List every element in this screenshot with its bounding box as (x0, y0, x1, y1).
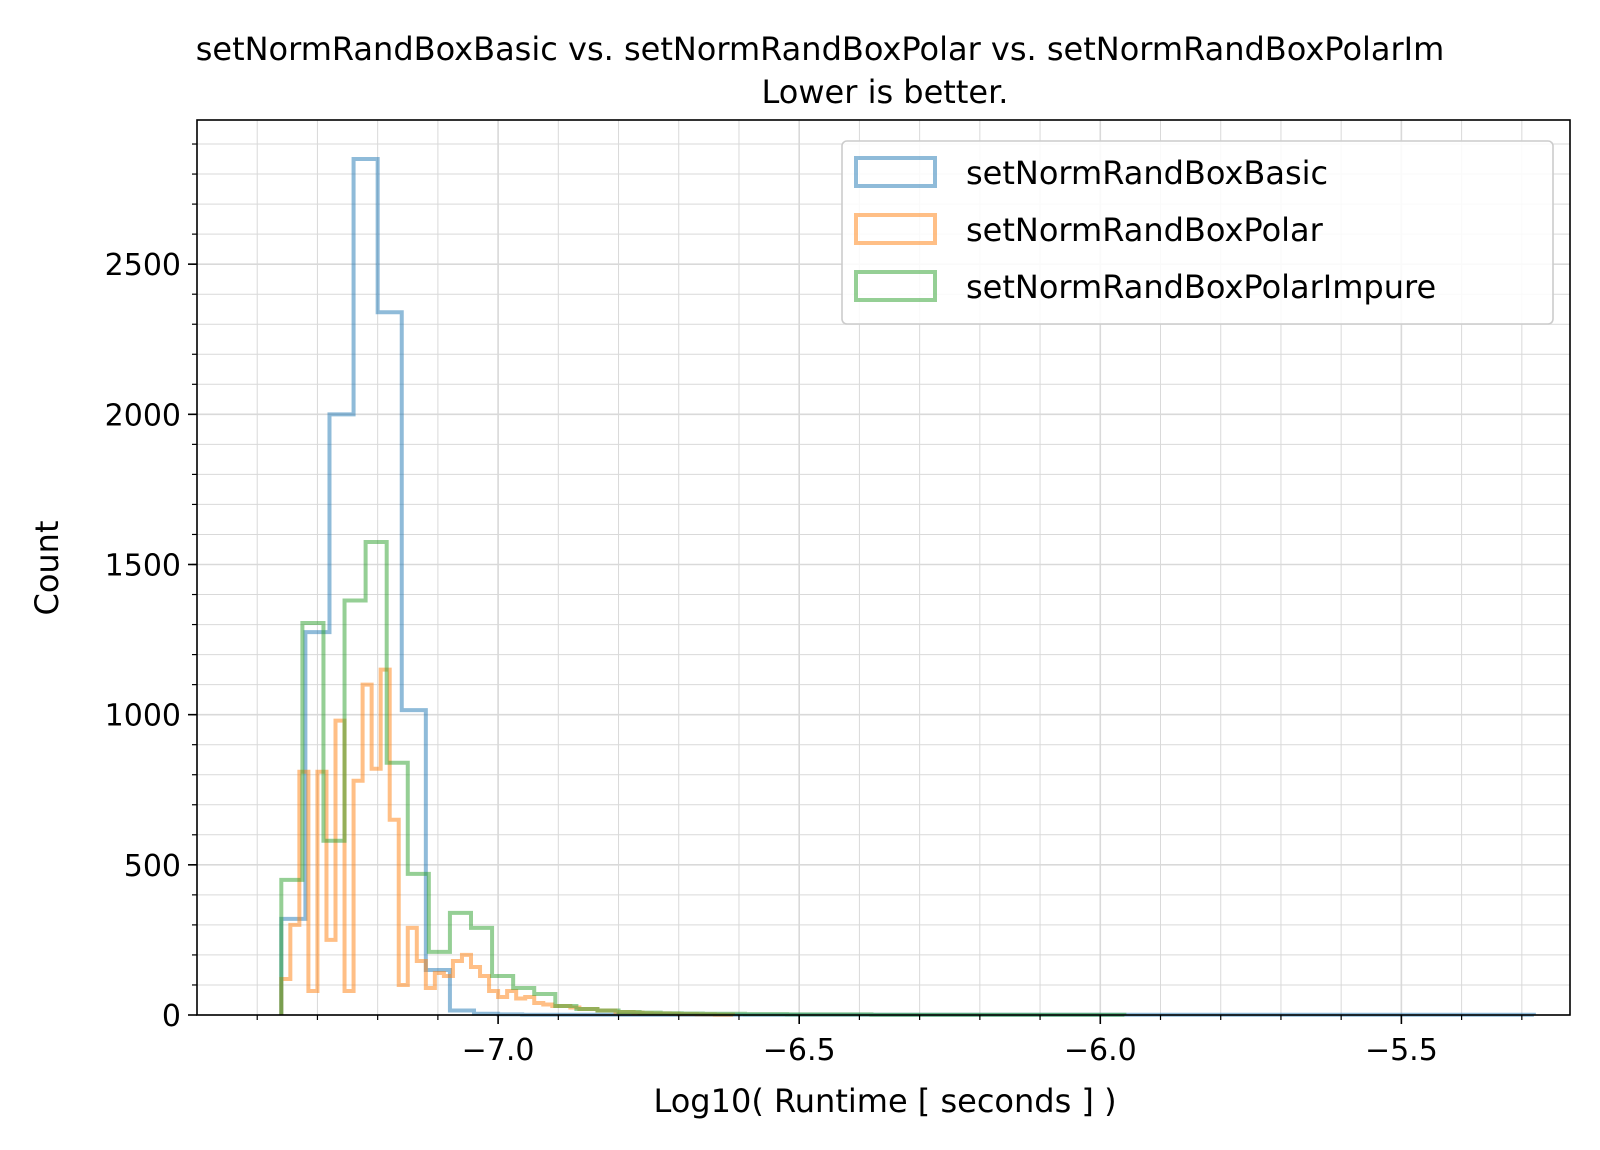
x-tick-label: −7.0 (462, 1033, 535, 1068)
legend-label-basic: setNormRandBoxBasic (966, 154, 1328, 192)
legend-swatch-polar (854, 213, 937, 245)
x-tick-label: −6.5 (763, 1033, 836, 1068)
x-axis-ticks: −7.0 −6.5 −6.0 −5.5 (256, 1015, 1523, 1068)
plot-frame (196, 119, 1571, 1016)
y-axis-label: Count (28, 520, 66, 615)
x-tick-label: −6.0 (1064, 1033, 1137, 1068)
legend-box (841, 140, 1554, 325)
y-axis-ticks: 0 500 1000 1500 2000 2500 (105, 143, 197, 1034)
y-tick-label: 2000 (105, 398, 181, 433)
legend-swatch-impure (854, 270, 937, 302)
y-tick-label: 0 (162, 999, 181, 1034)
histogram-polar (279, 667, 735, 1017)
legend: setNormRandBoxBasic setNormRandBoxPolar … (841, 140, 1554, 325)
x-tick-label: −5.5 (1365, 1033, 1438, 1068)
chart-title: setNormRandBoxBasic vs. setNormRandBoxPo… (196, 30, 1445, 68)
legend-label-impure: setNormRandBoxPolarImpure (966, 268, 1436, 306)
y-tick-label: 1500 (105, 548, 181, 583)
legend-label-polar: setNormRandBoxPolar (966, 211, 1324, 249)
x-axis-label: Log10( Runtime [ seconds ] ) (653, 1082, 1116, 1120)
y-tick-label: 1000 (105, 699, 181, 734)
chart-subtitle: Lower is better. (762, 73, 1009, 111)
y-tick-label: 500 (124, 849, 181, 884)
y-tick-label: 2500 (105, 248, 181, 283)
legend-swatch-basic (854, 156, 937, 188)
